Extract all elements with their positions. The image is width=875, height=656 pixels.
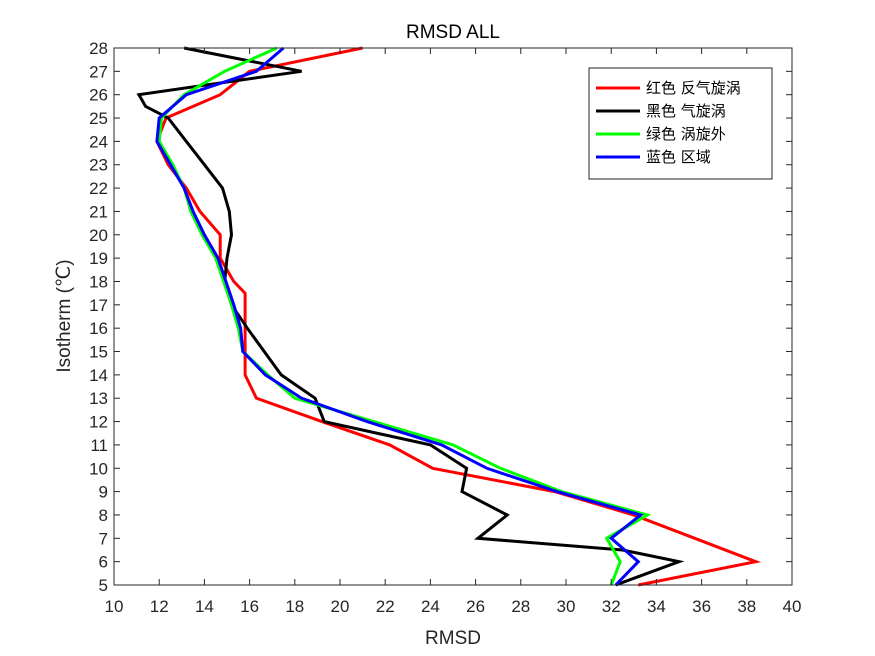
y-tick-label: 5 [99, 576, 108, 595]
x-tick-label: 20 [331, 597, 350, 616]
y-tick-label: 26 [89, 86, 108, 105]
x-tick-label: 38 [737, 597, 756, 616]
y-tick-label: 21 [89, 202, 108, 221]
y-tick-label: 25 [89, 109, 108, 128]
legend-label-3: 绿色 涡旋外 [646, 125, 726, 143]
y-tick-label: 28 [89, 39, 108, 58]
x-tick-label: 34 [647, 597, 666, 616]
y-tick-label: 14 [89, 366, 108, 385]
x-tick-label: 12 [150, 597, 169, 616]
y-tick-label: 8 [99, 506, 108, 525]
legend-label-4: 蓝色 区域 [646, 148, 711, 166]
y-tick-label: 6 [99, 553, 108, 572]
x-tick-label: 22 [376, 597, 395, 616]
x-tick-label: 10 [105, 597, 124, 616]
y-tick-label: 16 [89, 319, 108, 338]
y-tick-label: 10 [89, 459, 108, 478]
x-axis-label: RMSD [425, 628, 481, 649]
y-axis: 5 6 7 8 9 10 11 12 13 14 15 16 17 18 19 20 21 22 23 24 25 26 2… [89, 39, 792, 595]
series-layer [136, 46, 762, 587]
legend-label-1: 红色 反气旋涡 [646, 79, 741, 97]
y-tick-label: 12 [89, 413, 108, 432]
series-line-4 [155, 46, 644, 587]
y-tick-label: 24 [89, 132, 108, 151]
legend-label-2: 黑色 气旋涡 [646, 102, 726, 120]
y-tick-label: 17 [89, 296, 108, 315]
y-tick-label: 19 [89, 249, 108, 268]
y-tick-label: 13 [89, 389, 108, 408]
y-tick-label: 7 [99, 529, 108, 548]
x-tick-label: 40 [783, 597, 802, 616]
y-tick-label: 9 [99, 483, 108, 502]
x-tick-label: 18 [285, 597, 304, 616]
axes-box [113, 47, 793, 586]
y-tick-label: 27 [89, 62, 108, 81]
y-axis-label: Isotherm (℃) [54, 259, 75, 372]
x-tick-label: 14 [195, 597, 214, 616]
y-tick-label: 23 [89, 156, 108, 175]
x-tick-label: 30 [557, 597, 576, 616]
x-tick-label: 36 [692, 597, 711, 616]
y-tick-label: 11 [90, 436, 108, 455]
y-tick-label: 18 [89, 272, 108, 291]
x-tick-label: 24 [421, 597, 440, 616]
x-tick-label: 28 [511, 597, 530, 616]
x-tick-label: 32 [602, 597, 621, 616]
x-axis: 10 12 14 16 18 20 22 24 26 28 30 32 34 36 38 40 [105, 48, 802, 616]
y-tick-label: 20 [89, 226, 108, 245]
x-tick-label: 26 [466, 597, 485, 616]
y-tick-label: 15 [89, 343, 108, 362]
y-tick-label: 22 [89, 179, 108, 198]
x-tick-label: 16 [240, 597, 259, 616]
chart-title: RMSD ALL [406, 22, 500, 43]
